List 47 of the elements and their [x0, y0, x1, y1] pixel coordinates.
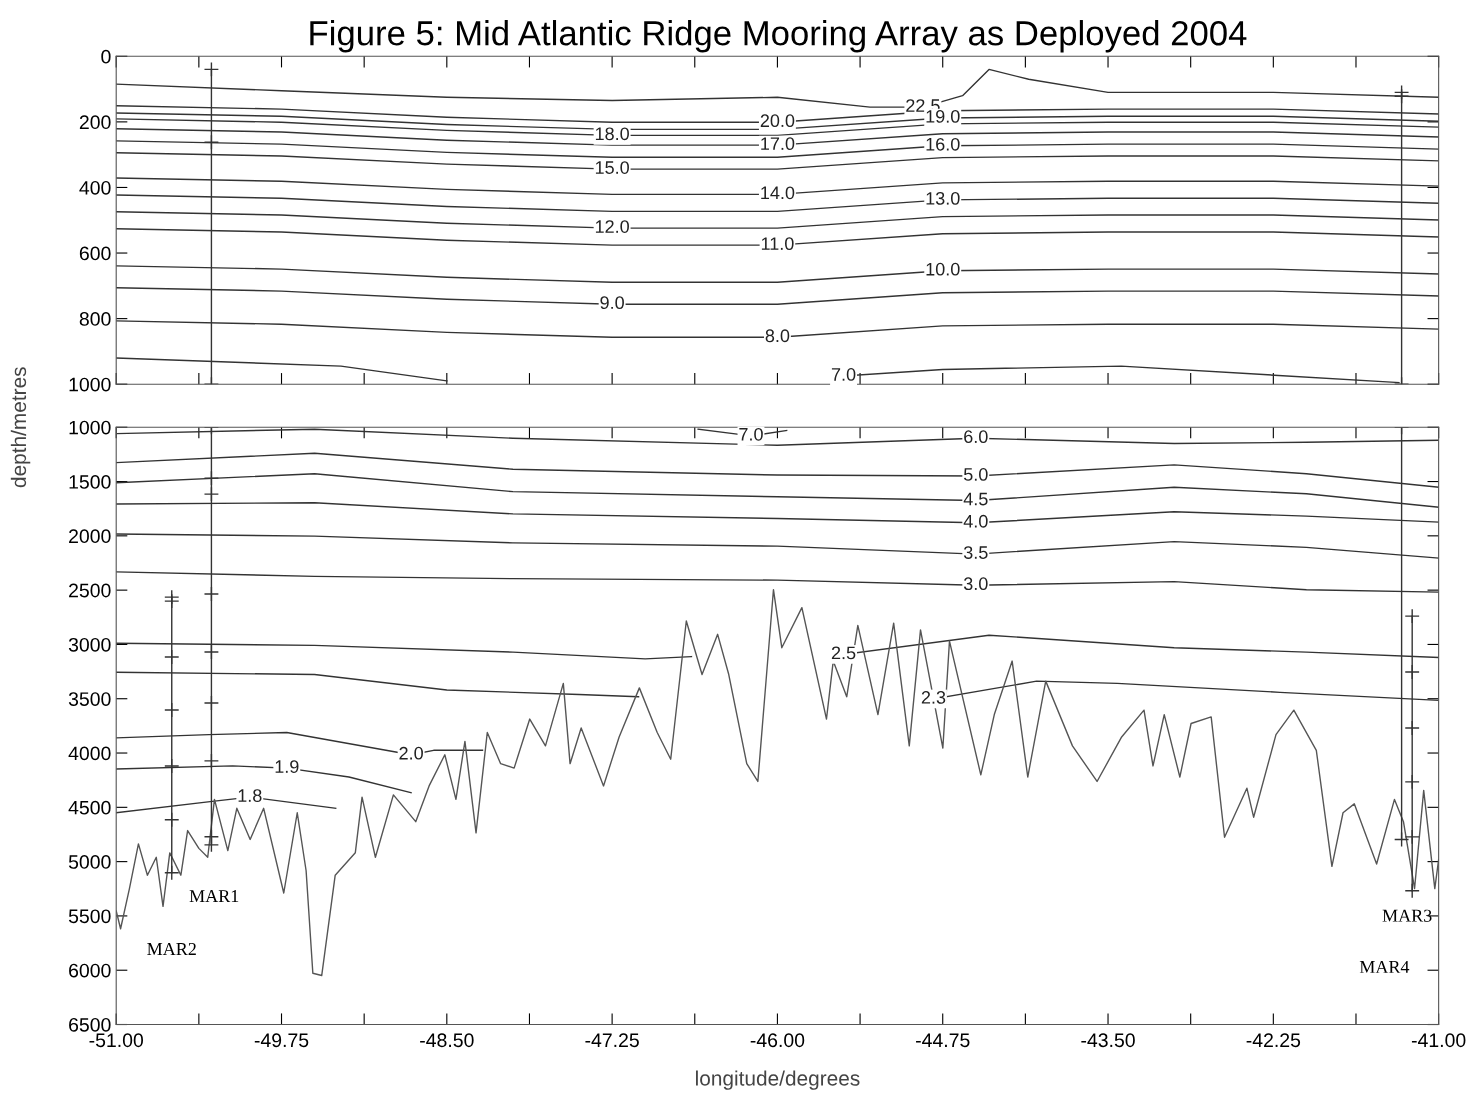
x-tick-label: -46.00 [750, 1033, 805, 1048]
x-tick-label: -42.25 [1246, 1033, 1301, 1048]
y-tick-label: 1000 [69, 420, 111, 435]
y-tick-label: 200 [79, 115, 111, 130]
series-label: 7.0 [831, 368, 856, 381]
y-tick-label: 0 [101, 49, 111, 64]
series-label: 2.3 [921, 691, 946, 704]
chart-title: Figure 5: Mid Atlantic Ridge Mooring Array as Deployed 2004 [310, 20, 1247, 53]
annotation: MAR3 [1382, 909, 1432, 922]
series-label: 4.0 [963, 514, 988, 528]
annotation: MAR2 [147, 942, 196, 955]
x-tick-label: -51.00 [89, 1033, 144, 1048]
series-label: 1.8 [238, 789, 262, 802]
series-label: 8.0 [765, 329, 790, 343]
series-label: 3.0 [963, 577, 988, 591]
series-label: 9.0 [600, 296, 624, 310]
y-tick-label: 2000 [69, 529, 111, 544]
y-tick-label: 3000 [68, 637, 111, 652]
x-tick-label: -47.25 [585, 1033, 639, 1048]
annotation: MAR1 [189, 890, 239, 903]
y-tick-label: 5500 [68, 909, 111, 924]
x-tick-label: -44.75 [916, 1033, 970, 1048]
y-tick-label: 6000 [69, 963, 111, 978]
x-tick-label: -43.50 [1081, 1033, 1135, 1048]
y-tick-label: 5000 [68, 855, 111, 869]
x-tick-label: -49.75 [254, 1033, 309, 1048]
series-label: 3.5 [963, 546, 988, 559]
series-label: 6.0 [964, 430, 988, 444]
y-tick-label: 2500 [69, 583, 111, 598]
x-axis-title: longitude/degrees [696, 1070, 860, 1090]
y-tick-label: 1000 [69, 377, 111, 392]
x-tick-label: -41.00 [1411, 1033, 1466, 1048]
annotation: MAR4 [1359, 960, 1410, 973]
y-tick-label: 800 [79, 312, 111, 326]
series-label: 1.9 [275, 760, 299, 773]
x-tick-label: -48.50 [420, 1033, 474, 1048]
series-label: 2.0 [399, 746, 423, 760]
series-label: 5.0 [963, 468, 988, 481]
series-label: 7.0 [739, 427, 763, 441]
y-tick-label: 4500 [68, 800, 111, 815]
y-tick-label: 4000 [68, 746, 111, 761]
y-tick-label: 3500 [68, 692, 111, 706]
y-tick-label: 6500 [69, 1017, 111, 1032]
y-tick-label: 400 [79, 180, 111, 195]
y-tick-label: 1500 [69, 475, 111, 489]
y-tick-label: 600 [79, 246, 111, 261]
y-axis-title: depth/metres [10, 367, 31, 488]
